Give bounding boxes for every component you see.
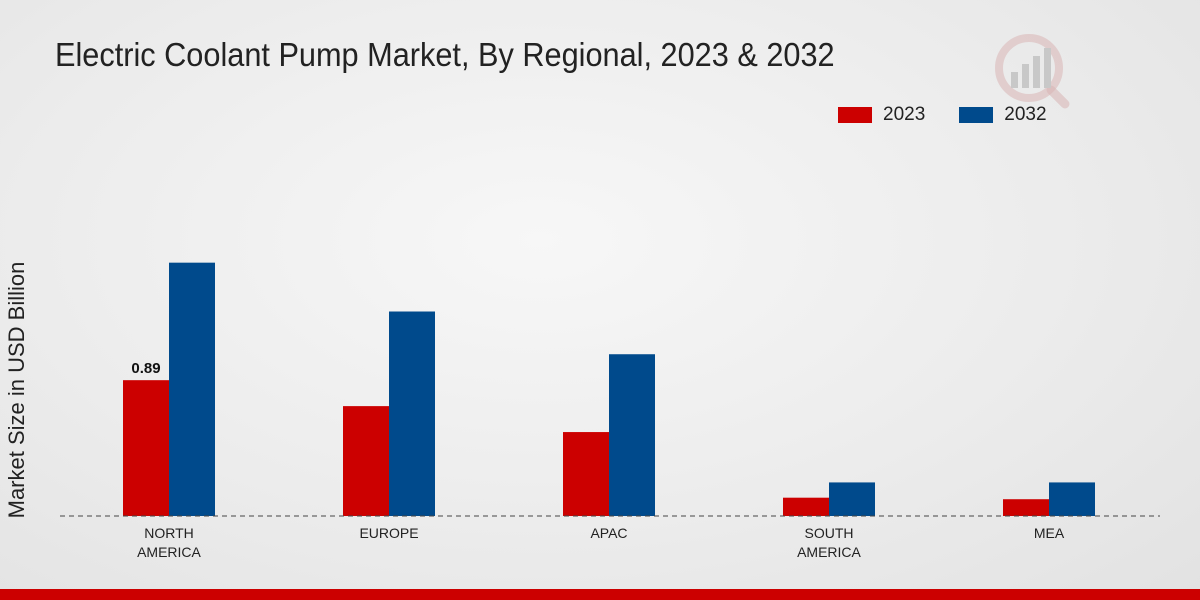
bar-2023-3 <box>783 497 829 516</box>
chart-title: Electric Coolant Pump Market, By Regiona… <box>55 36 835 73</box>
bar-2032-1 <box>389 311 435 516</box>
x-tick-label: EUROPE <box>359 525 418 541</box>
legend-item-2032: 2032 <box>959 104 1047 126</box>
bar-2032-4 <box>1049 482 1095 516</box>
watermark-logo-icon <box>995 34 1070 109</box>
bar-2023-4 <box>1003 499 1049 516</box>
x-tick-label: NORTH <box>144 525 194 541</box>
bar-2023-0 <box>123 380 169 516</box>
data-label: 0.89 <box>131 360 160 377</box>
x-tick-label: SOUTH <box>805 525 854 541</box>
legend-label-2023: 2023 <box>883 104 926 125</box>
x-tick-label: AMERICA <box>137 544 201 560</box>
legend-swatch-2032 <box>959 107 994 123</box>
bottom-accent-bar <box>0 589 1200 600</box>
legend-swatch-2023 <box>838 107 872 123</box>
x-tick-label: APAC <box>590 525 627 541</box>
bar-2032-2 <box>609 354 655 516</box>
bar-2023-2 <box>563 432 609 516</box>
legend-item-2023: 2023 <box>838 104 925 126</box>
bar-2032-0 <box>169 262 215 516</box>
legend-label-2032: 2032 <box>1004 104 1047 125</box>
x-tick-label: MEA <box>1034 525 1065 541</box>
bar-2023-1 <box>343 406 389 516</box>
legend: 2023 2032 <box>838 104 1081 126</box>
bar-2032-3 <box>829 482 875 516</box>
x-tick-label: AMERICA <box>797 544 861 560</box>
